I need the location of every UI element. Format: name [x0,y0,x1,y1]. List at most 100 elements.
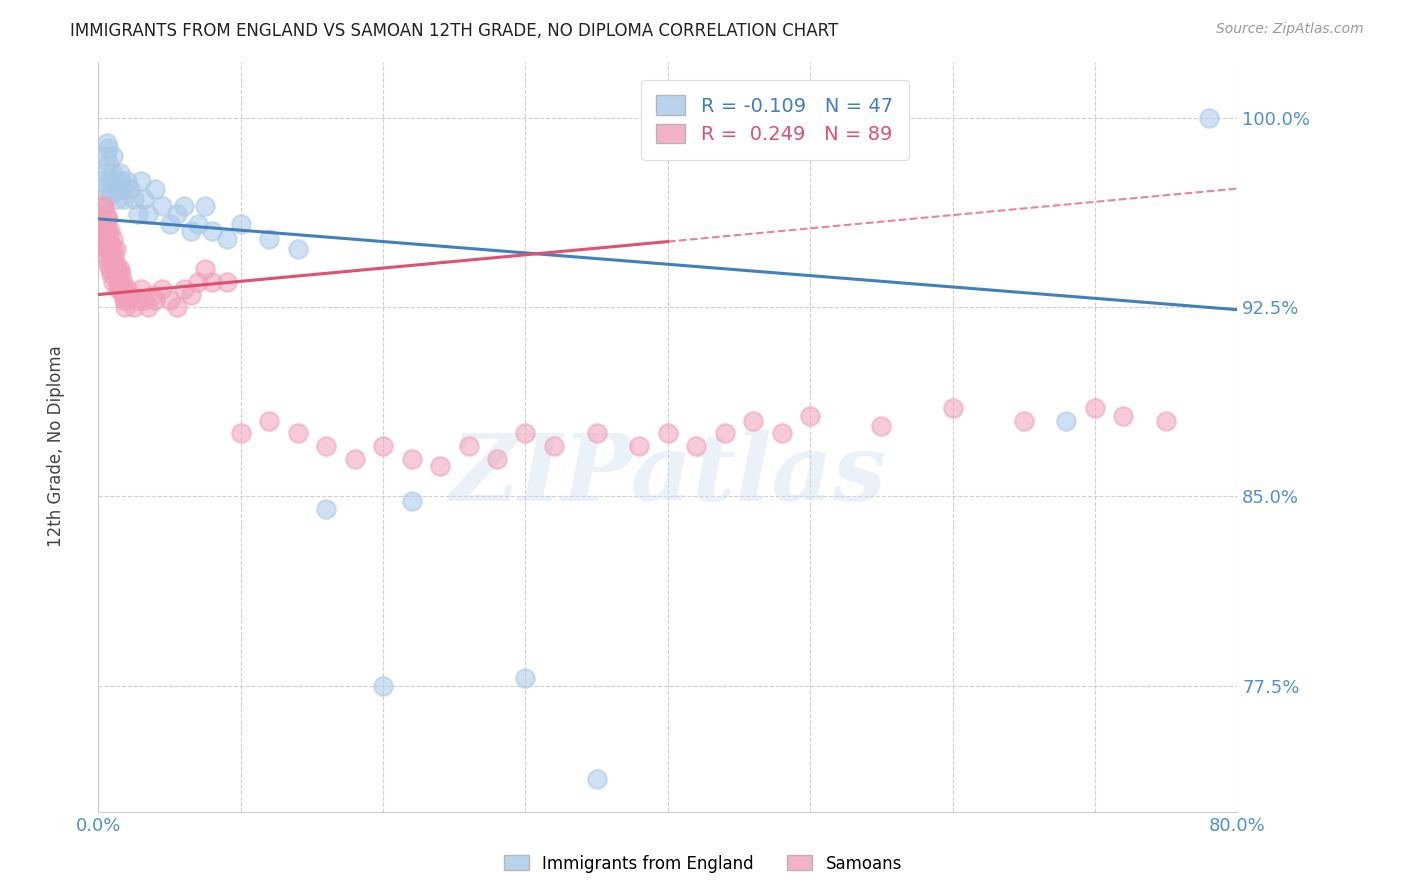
Point [111,275,134,289]
Point [215,232,238,246]
Point [110,283,132,297]
Point [229,217,252,231]
Point [97,224,120,238]
Point [118,287,141,301]
Point [98,174,121,188]
Point [315,439,337,453]
Point [110,268,132,282]
Point [110,174,132,188]
Point [136,300,159,314]
Point [159,293,181,307]
Point [112,283,135,297]
Point [129,283,152,297]
Point [486,451,509,466]
Point [105,262,128,277]
Point [98,262,121,277]
Point [100,268,122,282]
Point [101,275,124,289]
Point [141,287,163,301]
Point [770,426,793,441]
Point [180,287,202,301]
Point [1056,414,1078,428]
Point [96,136,118,151]
Point [101,257,124,271]
Point [97,211,120,226]
Point [111,287,134,301]
Point [94,224,117,238]
Point [96,232,118,246]
Point [93,181,115,195]
Point [104,181,127,195]
Point [94,149,117,163]
Point [373,679,395,693]
Point [1112,409,1135,423]
Point [108,262,131,277]
Point [373,439,395,453]
Point [343,451,366,466]
Point [90,174,112,188]
Point [1198,111,1220,125]
Point [112,293,135,307]
Point [94,207,117,221]
Point [515,426,537,441]
Point [97,156,120,170]
Point [107,268,129,282]
Point [166,300,188,314]
Point [129,174,152,188]
Legend: Immigrants from England, Samoans: Immigrants from England, Samoans [498,848,908,880]
Point [114,300,136,314]
Point [215,275,238,289]
Point [870,418,893,433]
Point [98,242,121,256]
Point [94,242,117,256]
Point [457,439,479,453]
Point [91,224,114,238]
Text: IMMIGRANTS FROM ENGLAND VS SAMOAN 12TH GRADE, NO DIPLOMA CORRELATION CHART: IMMIGRANTS FROM ENGLAND VS SAMOAN 12TH G… [70,22,838,40]
Point [180,224,202,238]
Point [173,283,195,297]
Point [103,174,125,188]
Point [101,166,124,180]
Point [152,283,174,297]
Point [104,242,127,256]
Point [152,199,174,213]
Point [105,192,128,206]
Point [115,174,138,188]
Point [108,166,131,180]
Point [194,262,217,277]
Point [166,207,188,221]
Point [742,414,765,428]
Point [287,426,309,441]
Point [104,268,127,282]
Point [628,439,651,453]
Point [136,207,159,221]
Point [515,671,537,685]
Point [98,224,121,238]
Point [104,257,127,271]
Point [101,149,124,163]
Text: 12th Grade, No Diploma: 12th Grade, No Diploma [48,345,65,547]
Point [108,275,131,289]
Point [201,275,224,289]
Point [145,181,167,195]
Point [127,207,149,221]
Point [259,414,281,428]
Point [107,283,129,297]
Point [103,250,125,264]
Point [90,211,112,226]
Text: Source: ZipAtlas.com: Source: ZipAtlas.com [1216,22,1364,37]
Point [132,192,155,206]
Text: ZIPatlas: ZIPatlas [450,430,886,519]
Point [229,426,252,441]
Point [132,293,155,307]
Point [101,242,124,256]
Point [115,293,138,307]
Point [799,409,821,423]
Point [287,242,309,256]
Point [94,166,117,180]
Point [685,439,707,453]
Point [100,186,122,201]
Point [429,459,451,474]
Point [315,502,337,516]
Point [97,257,120,271]
